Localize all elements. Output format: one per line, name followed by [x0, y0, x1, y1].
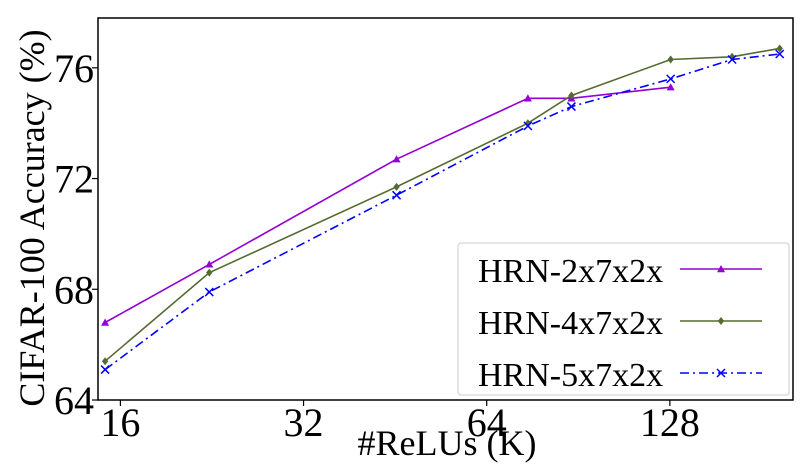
series-line	[104, 53, 780, 371]
data-point	[101, 318, 110, 326]
y-axis-label: CIFAR-100 Accuracy (%)	[12, 29, 52, 406]
data-point	[717, 317, 725, 325]
plot-area	[100, 44, 785, 375]
legend-item: HRN-2x7x2x	[478, 253, 762, 290]
x-tick-label: 128	[640, 400, 700, 445]
legend: HRN-2x7x2x HRN-4x7x2x HRN-5x7x2x	[457, 242, 790, 396]
x-tick-label: 16	[100, 400, 140, 445]
data-point	[523, 121, 533, 131]
axes: 16 32 64 128 64 68 72 76	[54, 17, 794, 445]
data-point	[775, 49, 785, 59]
data-point	[205, 260, 214, 268]
series-line	[104, 47, 780, 362]
data-point	[100, 365, 110, 375]
legend-label: HRN-2x7x2x	[478, 253, 663, 290]
data-point	[716, 368, 726, 378]
data-point	[727, 54, 737, 65]
data-point	[204, 287, 214, 297]
data-point	[523, 94, 532, 102]
data-point	[566, 102, 576, 112]
legend-label: HRN-4x7x2x	[478, 305, 663, 342]
data-point	[101, 357, 109, 366]
x-tick-label: 64	[467, 400, 507, 445]
legend-box	[457, 242, 790, 396]
y-tick-label: 64	[54, 378, 94, 423]
data-point	[717, 265, 725, 273]
x-axis-label: #ReLUs (K)	[358, 423, 537, 463]
series-hrn-5x7x2x	[100, 49, 785, 375]
data-point	[524, 119, 532, 128]
y-tick-label: 76	[54, 46, 94, 91]
data-point	[392, 190, 402, 200]
legend-item: HRN-5x7x2x	[478, 357, 762, 394]
x-tick-label: 32	[284, 400, 324, 445]
y-tick-label: 68	[54, 267, 94, 312]
data-point	[667, 55, 674, 64]
series-line	[104, 86, 671, 324]
data-point	[206, 268, 213, 277]
y-tick-label: 72	[54, 157, 94, 202]
legend-label: HRN-5x7x2x	[478, 357, 663, 394]
plot-frame	[97, 17, 794, 401]
legend-item: HRN-4x7x2x	[478, 305, 762, 342]
data-point	[393, 182, 400, 191]
data-point	[776, 44, 783, 53]
data-point	[392, 155, 401, 163]
series-hrn-4x7x2x	[101, 44, 783, 366]
data-point	[666, 83, 675, 91]
data-point	[666, 74, 676, 84]
data-point	[568, 91, 575, 100]
